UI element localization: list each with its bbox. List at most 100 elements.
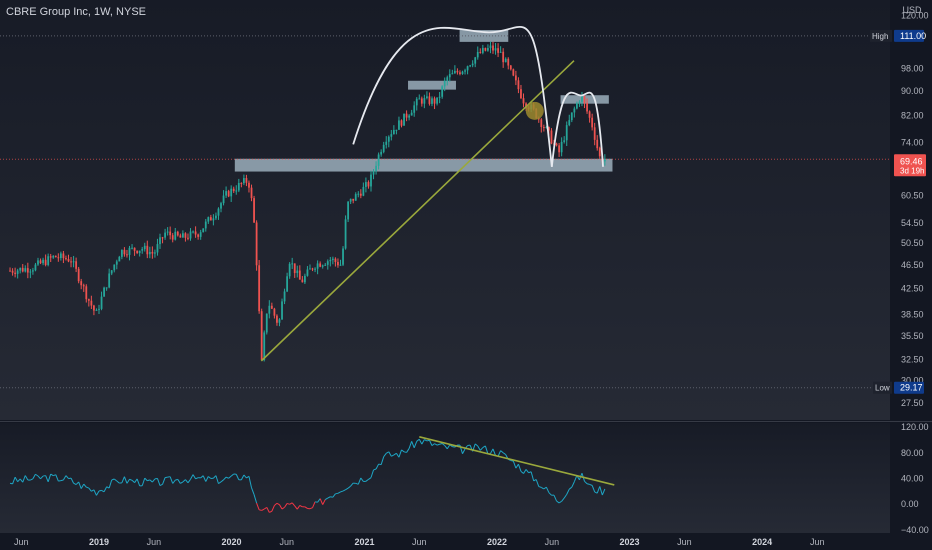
candle-up bbox=[344, 219, 347, 249]
candle-up bbox=[443, 80, 446, 87]
candle-down bbox=[352, 198, 355, 201]
oscillator-segment bbox=[276, 502, 280, 506]
candle-down bbox=[209, 217, 212, 221]
oscillator-segment bbox=[347, 485, 351, 489]
oscillator-segment bbox=[223, 476, 227, 481]
candle-down bbox=[133, 247, 136, 251]
candle-down bbox=[492, 45, 494, 51]
oscillator-segment bbox=[535, 479, 540, 487]
candle-down bbox=[586, 103, 588, 112]
oscillator-segment bbox=[284, 503, 288, 508]
last-price-badge bbox=[894, 154, 926, 177]
oscillator-segment bbox=[342, 489, 346, 492]
candle-down bbox=[525, 103, 527, 108]
candle-down bbox=[90, 300, 93, 306]
candle-down bbox=[522, 98, 525, 104]
oscillator-pane-background bbox=[0, 423, 890, 533]
oscillator-segment bbox=[408, 441, 413, 449]
candle-up bbox=[347, 201, 350, 220]
oscillator-segment bbox=[512, 460, 517, 469]
oscillator-segment bbox=[185, 479, 189, 484]
oscillator-segment bbox=[601, 488, 606, 496]
candle-up bbox=[306, 269, 309, 276]
candle-down bbox=[591, 117, 594, 128]
oscillator-segment bbox=[391, 454, 395, 457]
oscillator-segment bbox=[335, 492, 339, 495]
oscillator-segment bbox=[24, 475, 29, 481]
oscillator-segment bbox=[444, 445, 448, 450]
oscillator-segment bbox=[350, 482, 354, 487]
candle-up bbox=[575, 103, 578, 109]
oscillator-segment bbox=[545, 487, 550, 493]
candle-up bbox=[362, 186, 365, 196]
candle-down bbox=[520, 89, 522, 99]
time-tick-label: Jun bbox=[279, 537, 294, 547]
oscillator-segment bbox=[113, 478, 118, 482]
candle-up bbox=[215, 215, 217, 219]
candle-up bbox=[403, 113, 405, 126]
candle-up bbox=[326, 261, 329, 265]
oscillator-segment bbox=[304, 506, 308, 509]
highlight-marker bbox=[525, 101, 544, 120]
oscillator-segment bbox=[195, 477, 199, 480]
candle-up bbox=[410, 112, 413, 116]
candle-up bbox=[357, 193, 360, 195]
candle-up bbox=[283, 291, 286, 302]
candle-up bbox=[110, 270, 113, 274]
candle-down bbox=[26, 268, 29, 273]
oscillator-segment bbox=[558, 500, 562, 504]
candle-up bbox=[138, 250, 141, 254]
oscillator-segment bbox=[474, 443, 479, 447]
candle-up bbox=[392, 129, 395, 135]
oscillator-tick-label: 80.00 bbox=[901, 448, 924, 458]
oscillator-segment bbox=[380, 456, 385, 465]
candle-up bbox=[474, 57, 477, 64]
oscillator-segment bbox=[591, 485, 596, 493]
candle-down bbox=[598, 148, 601, 157]
candle-up bbox=[148, 251, 151, 255]
candle-up bbox=[42, 259, 44, 264]
candle-up bbox=[372, 171, 375, 175]
candle-down bbox=[479, 51, 482, 53]
oscillator-segment bbox=[477, 445, 481, 451]
candle-up bbox=[164, 232, 166, 238]
high-value-text: 111.00 bbox=[900, 31, 926, 41]
candle-down bbox=[240, 182, 243, 184]
high-tag-label: High bbox=[872, 32, 888, 41]
oscillator-segment bbox=[286, 502, 290, 505]
candle-down bbox=[250, 187, 253, 199]
candle-up bbox=[192, 231, 194, 233]
candle-down bbox=[82, 285, 85, 287]
candle-up bbox=[446, 77, 449, 81]
oscillator-segment bbox=[401, 449, 405, 453]
candle-up bbox=[128, 247, 131, 255]
oscillator-segment bbox=[360, 477, 364, 482]
candle-up bbox=[329, 259, 332, 262]
candle-down bbox=[65, 258, 67, 260]
candle-down bbox=[583, 96, 586, 104]
time-tick-label: Jun bbox=[545, 537, 560, 547]
oscillator-segment bbox=[395, 453, 400, 458]
price-trendline bbox=[260, 60, 575, 362]
candle-up bbox=[365, 182, 367, 187]
oscillator-segment bbox=[180, 481, 184, 484]
oscillator-segment bbox=[32, 474, 36, 480]
candle-up bbox=[436, 97, 438, 104]
candle-up bbox=[19, 267, 22, 271]
oscillator-segment bbox=[375, 463, 380, 470]
candle-down bbox=[21, 267, 24, 272]
oscillator-segment bbox=[388, 451, 392, 457]
oscillator-segment bbox=[169, 476, 174, 484]
oscillator-segment bbox=[416, 438, 420, 442]
candle-down bbox=[514, 75, 517, 81]
price-tick-label: 42.50 bbox=[901, 284, 924, 294]
candle-up bbox=[499, 51, 502, 53]
candle-down bbox=[258, 265, 261, 312]
candle-up bbox=[408, 115, 411, 118]
oscillator-segment bbox=[446, 444, 451, 450]
candle-down bbox=[227, 191, 230, 197]
candle-up bbox=[212, 218, 215, 221]
price-pane-background bbox=[0, 0, 890, 420]
